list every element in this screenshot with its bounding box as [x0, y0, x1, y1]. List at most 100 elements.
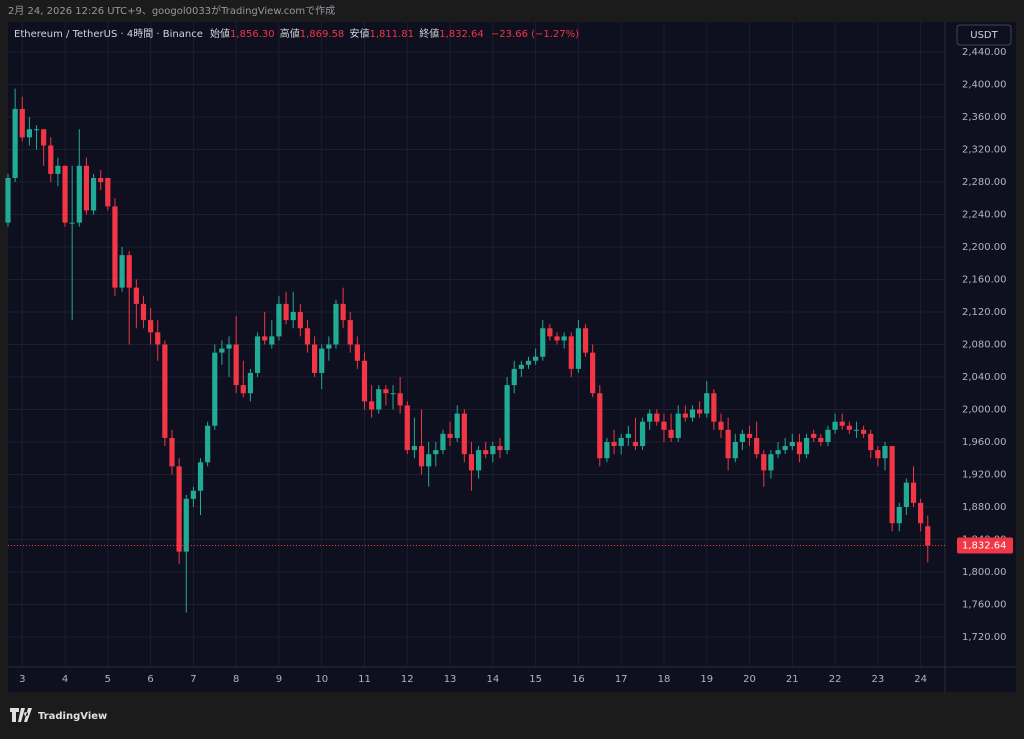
candle-body	[625, 433, 631, 438]
currency-label[interactable]: USDT	[970, 30, 998, 41]
x-tick-label: 13	[444, 674, 457, 685]
x-tick-label: 10	[315, 674, 328, 685]
candle-body	[661, 421, 667, 430]
candle-body	[582, 328, 589, 353]
brand: TradingView	[38, 711, 107, 722]
x-tick-label: 3	[19, 674, 25, 685]
candle-body	[768, 454, 774, 471]
candle-body	[340, 303, 346, 321]
candle-body	[383, 389, 389, 394]
candle-body	[718, 421, 724, 430]
candle-body	[369, 401, 375, 410]
y-tick-label: 1,760.00	[962, 599, 1007, 610]
ohlc-value: 1,869.58	[300, 29, 345, 40]
candle-body	[105, 177, 111, 207]
y-tick-label: 2,360.00	[962, 112, 1007, 123]
candle-body	[868, 433, 874, 451]
candle-body	[832, 421, 838, 430]
candle-body	[590, 352, 596, 394]
x-tick-label: 14	[486, 674, 499, 685]
candle-body	[276, 303, 282, 337]
last-price-tag	[957, 537, 1013, 554]
candle-body	[668, 429, 674, 438]
candle-body	[818, 437, 824, 442]
ohlc-label: 安値	[349, 27, 369, 40]
currency-button[interactable]	[956, 24, 1012, 46]
candle-body	[754, 437, 760, 455]
x-tick-label: 16	[572, 674, 585, 685]
y-tick-label: 2,320.00	[962, 145, 1007, 156]
x-tick-label: 21	[786, 674, 799, 685]
candle-body	[426, 454, 432, 467]
candle-body	[404, 405, 410, 451]
candle-body	[418, 446, 425, 467]
last-price-label: 1,832.64	[962, 540, 1007, 551]
y-tick-label: 2,000.00	[962, 404, 1007, 415]
candle-body	[711, 393, 717, 422]
y-tick-label: 1,960.00	[962, 437, 1007, 448]
x-tick-label: 11	[358, 674, 371, 685]
candle-body	[454, 413, 460, 438]
x-tick-label: 4	[62, 674, 68, 685]
candle-body	[597, 393, 603, 459]
candle-body	[283, 303, 289, 321]
candle-body	[882, 446, 888, 459]
candle-body	[618, 437, 624, 447]
x-tick-label: 17	[615, 674, 628, 685]
candle-body	[62, 165, 68, 223]
x-tick-label: 12	[401, 674, 414, 685]
candle-body	[26, 129, 32, 138]
candle-body	[447, 433, 453, 438]
candle-body	[240, 385, 246, 394]
candle-body	[875, 450, 881, 459]
candle-body	[361, 360, 368, 402]
candle-body	[176, 466, 182, 552]
x-tick-label: 8	[233, 674, 239, 685]
candle-body	[90, 177, 97, 211]
candle-body	[48, 145, 54, 174]
x-tick-label: 9	[276, 674, 282, 685]
ohlc-value: 1,856.30	[230, 29, 275, 40]
candle-body	[376, 389, 382, 410]
x-tick-label: 18	[658, 674, 671, 685]
candle-body	[746, 433, 753, 438]
candle-body	[468, 454, 475, 471]
candle-body	[647, 413, 653, 422]
ohlc-value: 1,811.81	[369, 29, 414, 40]
candle-body	[226, 344, 232, 349]
candle-body	[155, 332, 161, 345]
candle-body	[190, 490, 196, 499]
candle-body	[682, 413, 688, 418]
candle-body	[290, 312, 296, 321]
candle-body	[725, 429, 731, 459]
candle-body	[126, 255, 132, 288]
candle-body	[561, 336, 567, 341]
candle-body	[604, 441, 610, 459]
candle-body	[903, 482, 909, 507]
candle-body	[504, 385, 510, 451]
candle-body	[732, 441, 738, 459]
candle-body	[825, 429, 831, 442]
candle-body	[19, 108, 25, 138]
candle-body	[654, 413, 660, 422]
candle-body	[297, 312, 303, 329]
y-tick-label: 2,080.00	[962, 340, 1007, 351]
candle-body	[347, 320, 353, 345]
symbol: Ethereum / TetherUS · 4時間 · Binance	[14, 28, 203, 40]
x-tick-label: 5	[105, 674, 111, 685]
candle-body	[112, 206, 118, 288]
candle-body	[525, 360, 532, 365]
candle-body	[918, 502, 924, 524]
candle-body	[269, 336, 275, 345]
candle-body	[575, 328, 581, 369]
candle-body	[461, 413, 467, 455]
candle-body	[889, 446, 895, 524]
candle-body	[311, 344, 318, 373]
caption: 2月 24, 2026 12:26 UTC+9、googol0033がTradi…	[8, 4, 335, 17]
candle-body	[761, 454, 767, 471]
candle-body	[775, 450, 781, 455]
y-tick-label: 2,400.00	[962, 80, 1007, 91]
candle-body	[319, 348, 325, 373]
candle-body	[5, 177, 11, 223]
